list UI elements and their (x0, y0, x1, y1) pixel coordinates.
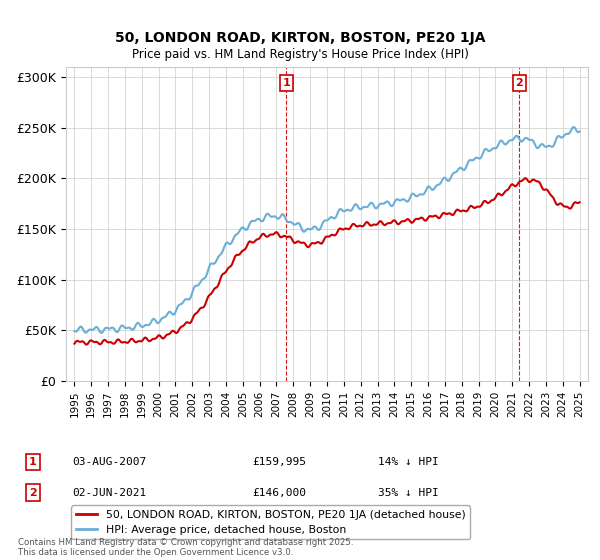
Text: 2: 2 (29, 488, 37, 498)
Text: 35% ↓ HPI: 35% ↓ HPI (378, 488, 439, 498)
Text: 14% ↓ HPI: 14% ↓ HPI (378, 457, 439, 467)
Legend: 50, LONDON ROAD, KIRTON, BOSTON, PE20 1JA (detached house), HPI: Average price, : 50, LONDON ROAD, KIRTON, BOSTON, PE20 1J… (71, 505, 470, 539)
Text: £159,995: £159,995 (252, 457, 306, 467)
Text: £146,000: £146,000 (252, 488, 306, 498)
Text: 1: 1 (29, 457, 37, 467)
Text: 1: 1 (283, 78, 290, 88)
Text: Price paid vs. HM Land Registry's House Price Index (HPI): Price paid vs. HM Land Registry's House … (131, 48, 469, 60)
Text: 2: 2 (515, 78, 523, 88)
Text: Contains HM Land Registry data © Crown copyright and database right 2025.
This d: Contains HM Land Registry data © Crown c… (18, 538, 353, 557)
Text: 50, LONDON ROAD, KIRTON, BOSTON, PE20 1JA: 50, LONDON ROAD, KIRTON, BOSTON, PE20 1J… (115, 31, 485, 45)
Text: 02-JUN-2021: 02-JUN-2021 (72, 488, 146, 498)
Text: 03-AUG-2007: 03-AUG-2007 (72, 457, 146, 467)
